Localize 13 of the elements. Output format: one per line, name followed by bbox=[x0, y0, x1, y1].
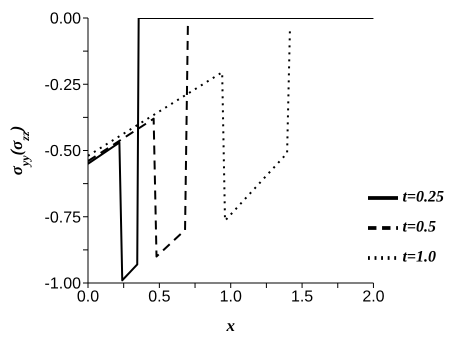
x-tick-label: 0.5 bbox=[148, 288, 171, 306]
y-tick-label: -0.75 bbox=[44, 209, 82, 226]
legend-label: t=0.25 bbox=[402, 188, 444, 206]
x-tick-label: 2.0 bbox=[362, 288, 385, 306]
x-tick-label: 1.5 bbox=[290, 288, 314, 306]
x-tick-label: 1.0 bbox=[220, 288, 242, 306]
x-axis-title: x bbox=[225, 316, 236, 335]
x-tick-label: 0.0 bbox=[76, 288, 100, 306]
y-tick-label: -0.25 bbox=[44, 76, 82, 94]
legend-label: t=0.5 bbox=[402, 218, 436, 236]
y-tick-label: -0.50 bbox=[44, 143, 82, 160]
legend-label: t=1.0 bbox=[402, 248, 436, 266]
y-tick-label: 0.00 bbox=[50, 10, 82, 28]
